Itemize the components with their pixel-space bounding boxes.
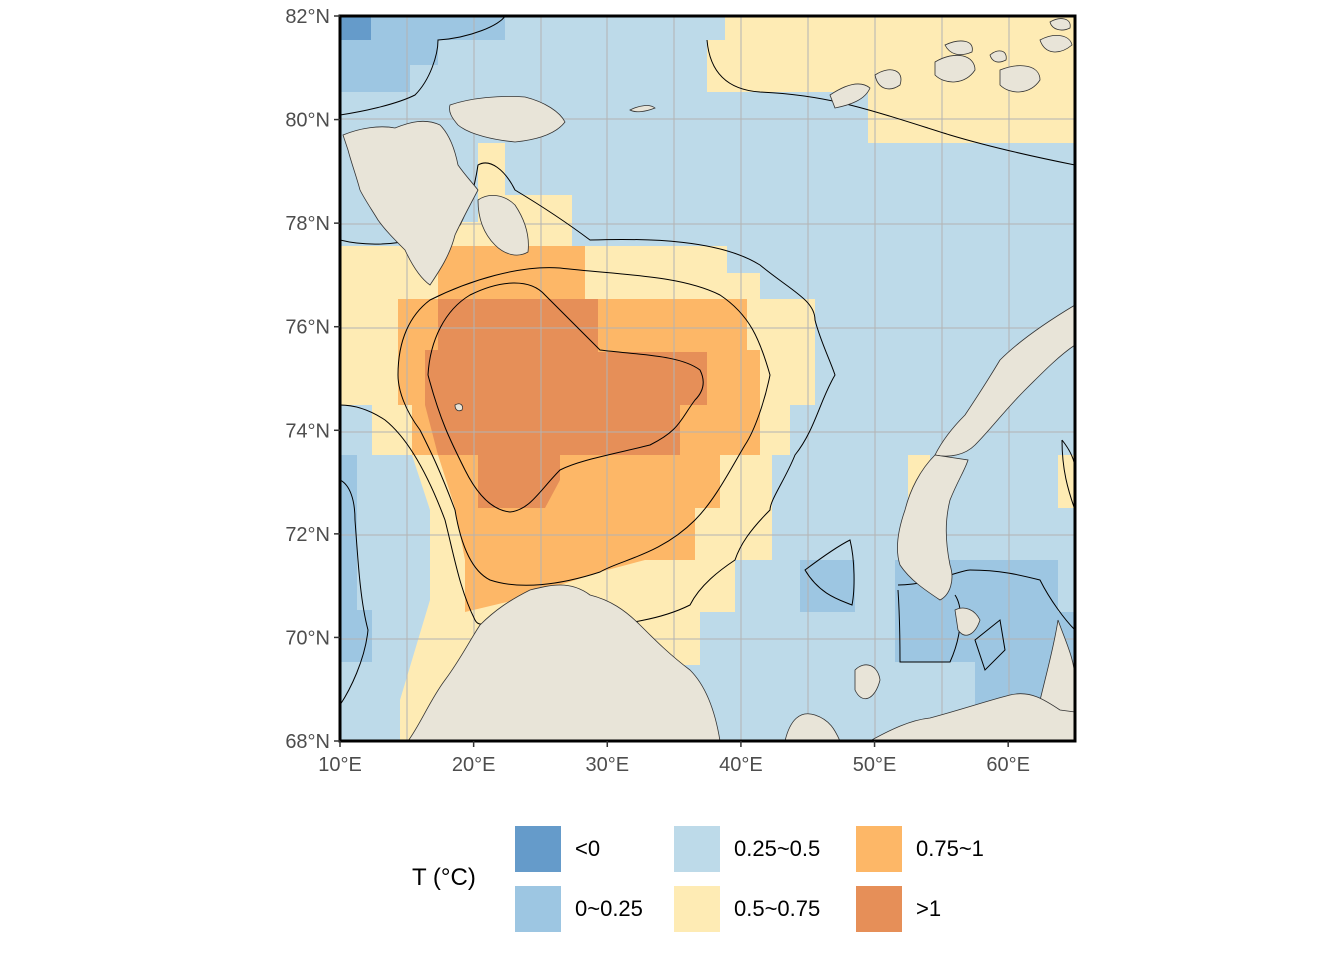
y-tick-label: 74°N xyxy=(285,420,330,442)
franz-josef-island-1 xyxy=(829,83,871,109)
y-tick-label: 82°N xyxy=(285,6,330,28)
cold-patch-central xyxy=(800,560,855,612)
y-axis: 68°N 70°N 72°N 74°N 76°N 78°N 80°N 82°N xyxy=(285,6,340,753)
franz-josef-island-2 xyxy=(874,69,902,90)
legend-swatch xyxy=(856,886,902,932)
victoria-island xyxy=(629,105,656,113)
edgeoya-land xyxy=(477,195,529,256)
legend-item: 0~0.25 xyxy=(515,886,643,932)
y-tick-label: 70°N xyxy=(285,627,330,649)
cold-patch-nw xyxy=(340,16,505,92)
scandinavia-kola-land xyxy=(407,584,721,741)
x-tick-label: 10°E xyxy=(318,754,362,776)
russian-mainland-east xyxy=(869,693,1075,741)
legend-label: >1 xyxy=(916,896,942,921)
legend: T (°C) <0 0~0.25 0.25~0.5 0.5~0.75 0.75~1 >1 xyxy=(412,822,1052,934)
legend-swatch xyxy=(515,826,561,872)
y-tick-label: 78°N xyxy=(285,213,330,235)
legend-swatch xyxy=(515,886,561,932)
legend-label: 0.25~0.5 xyxy=(734,836,821,861)
franz-josef-island-6 xyxy=(944,40,973,56)
land xyxy=(342,18,1075,741)
franz-josef-island-5 xyxy=(1039,35,1073,53)
legend-swatch xyxy=(856,826,902,872)
class-above-1-area xyxy=(425,299,707,508)
graticule xyxy=(340,16,1075,741)
kolguev-island xyxy=(854,664,881,700)
svalbard-land xyxy=(342,120,479,286)
legend-item: 0.75~1 xyxy=(856,826,984,872)
y-tick-label: 76°N xyxy=(285,317,330,339)
franz-josef-island-8 xyxy=(989,50,1007,63)
legend-swatch xyxy=(674,886,720,932)
franz-josef-island-7 xyxy=(1049,18,1071,31)
nordaustlandet-land xyxy=(449,95,566,143)
legend-label: 0~0.25 xyxy=(575,896,643,921)
novaya-zemlya-south xyxy=(897,454,969,601)
map-panel-border xyxy=(338,14,1077,743)
legend-item: >1 xyxy=(856,886,941,932)
x-tick-label: 20°E xyxy=(452,754,496,776)
legend-item: 0.5~0.75 xyxy=(674,886,820,932)
kanin-peninsula-land xyxy=(784,713,841,741)
legend-title: T (°C) xyxy=(412,864,476,891)
map-panel xyxy=(340,16,1075,741)
legend-item: <0 xyxy=(515,826,600,872)
y-tick-label: 68°N xyxy=(285,731,330,753)
x-tick-label: 40°E xyxy=(719,754,763,776)
y-tick-label: 80°N xyxy=(285,110,330,132)
vaygach-island xyxy=(954,607,981,636)
legend-item: 0.25~0.5 xyxy=(674,826,820,872)
x-tick-label: 50°E xyxy=(853,754,897,776)
legend-label: 0.5~0.75 xyxy=(734,896,821,921)
x-tick-label: 30°E xyxy=(585,754,629,776)
y-tick-label: 72°N xyxy=(285,524,330,546)
franz-josef-island-4 xyxy=(999,65,1041,93)
franz-josef-island-3 xyxy=(934,54,976,83)
class-below-0-area xyxy=(340,16,371,40)
legend-swatch xyxy=(674,826,720,872)
legend-label: <0 xyxy=(575,836,601,861)
x-axis: 10°E 20°E 30°E 40°E 50°E 60°E xyxy=(318,741,1030,776)
legend-label: 0.75~1 xyxy=(916,836,984,861)
bjornoya-island xyxy=(454,403,463,412)
x-tick-label: 60°E xyxy=(986,754,1030,776)
